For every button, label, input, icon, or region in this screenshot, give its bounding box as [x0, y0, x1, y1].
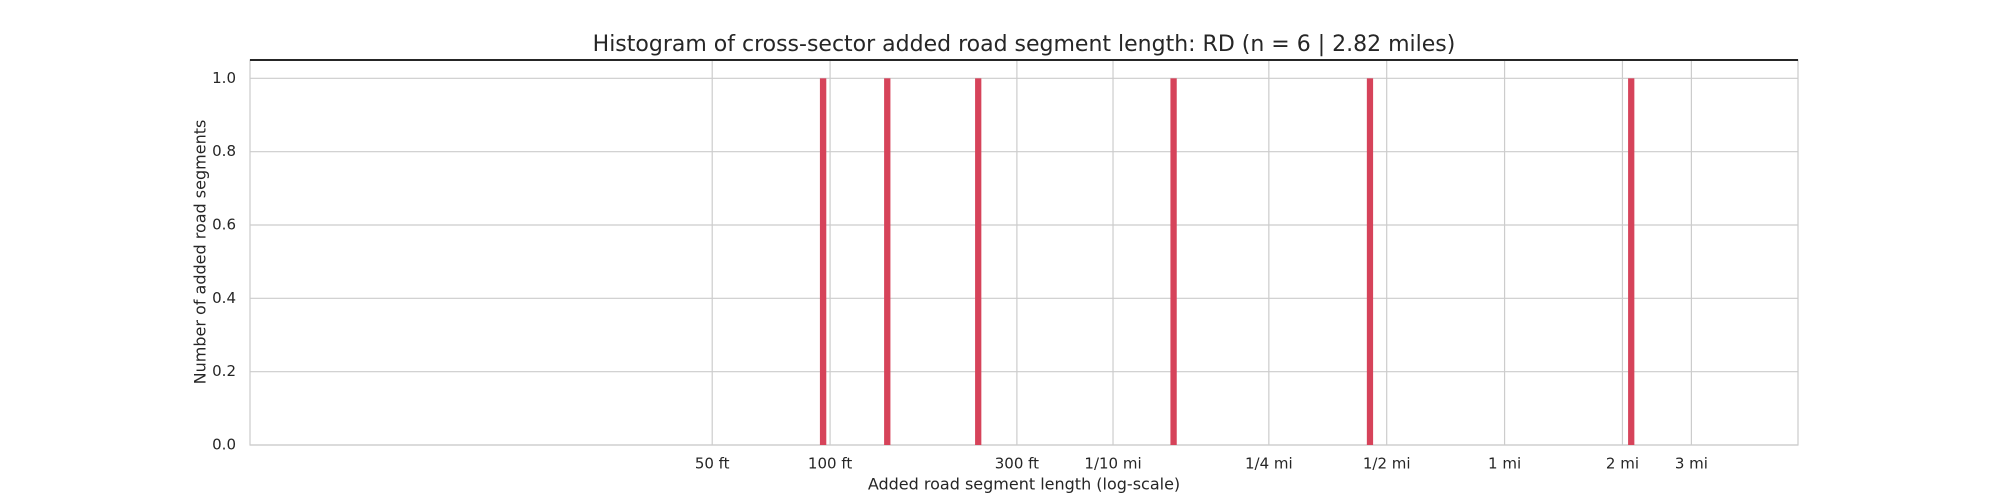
x-tick-label: 1 mi — [1488, 455, 1521, 473]
bar — [819, 78, 827, 445]
bar — [1628, 78, 1635, 445]
bar — [884, 78, 891, 445]
bar — [975, 78, 982, 445]
x-axis-label: Added road segment length (log-scale) — [868, 475, 1180, 494]
x-tick-label: 1/4 mi — [1245, 455, 1293, 473]
x-tick-label: 1/2 mi — [1363, 455, 1411, 473]
y-tick-label: 0.8 — [212, 142, 236, 160]
chart-title: Histogram of cross-sector added road seg… — [593, 32, 1456, 57]
bar — [1366, 78, 1374, 445]
x-tick-label: 2 mi — [1606, 455, 1639, 473]
x-tick-label: 100 ft — [808, 455, 852, 473]
y-tick-label: 0.4 — [212, 289, 236, 307]
y-tick-label: 0.6 — [212, 216, 236, 234]
y-axis-label: Number of added road segments — [191, 120, 210, 385]
y-tick-label: 0.0 — [212, 436, 236, 454]
x-tick-label: 300 ft — [995, 455, 1039, 473]
x-tick-label: 3 mi — [1675, 455, 1708, 473]
x-tick-label: 1/10 mi — [1084, 455, 1141, 473]
bar — [1170, 78, 1177, 445]
y-tick-label: 0.2 — [212, 362, 236, 380]
x-tick-label: 50 ft — [695, 455, 730, 473]
plot-frame — [249, 59, 1799, 446]
y-tick-label: 1.0 — [212, 69, 236, 87]
